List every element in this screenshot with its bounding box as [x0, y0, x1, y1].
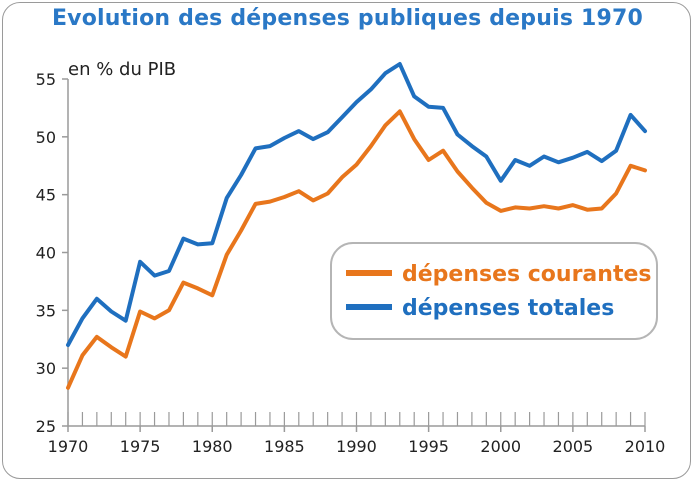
y-tick-label: 45 [36, 186, 56, 205]
y-tick-label: 30 [36, 359, 56, 378]
x-tick-label: 1990 [336, 437, 377, 456]
x-tick-label: 2005 [553, 437, 594, 456]
x-tick-label: 1980 [192, 437, 233, 456]
chart-title: Evolution des dépenses publiques depuis … [51, 6, 644, 31]
x-tick-label: 1970 [48, 437, 89, 456]
series-line-courantes [66, 109, 647, 390]
x-tick-label: 1975 [120, 437, 161, 456]
x-tick-label: 1995 [408, 437, 449, 456]
legend-label-totales: dépenses totales [402, 296, 614, 321]
y-tick-label: 40 [36, 244, 56, 263]
x-tick-label: 1985 [264, 437, 305, 456]
x-tick-label: 2000 [480, 437, 521, 456]
legend-label-courantes: dépenses courantes [402, 262, 651, 287]
unit-label: en % du PIB [68, 59, 176, 80]
axes: 25 30 35 40 45 50 55 1970 1975 1980 1985 1990 1995 20… [36, 70, 666, 456]
y-tick-label: 35 [36, 301, 56, 320]
y-tick-label: 50 [36, 128, 56, 147]
x-tick-label: 2010 [625, 437, 666, 456]
series-layer [66, 62, 647, 390]
legend-box [330, 242, 658, 340]
chart-frame [2, 2, 691, 479]
legend: dépenses courantes dépenses totales [330, 242, 658, 340]
series-line-totales [66, 62, 647, 347]
y-tick-label: 25 [36, 417, 56, 436]
y-tick-label: 55 [36, 70, 56, 89]
